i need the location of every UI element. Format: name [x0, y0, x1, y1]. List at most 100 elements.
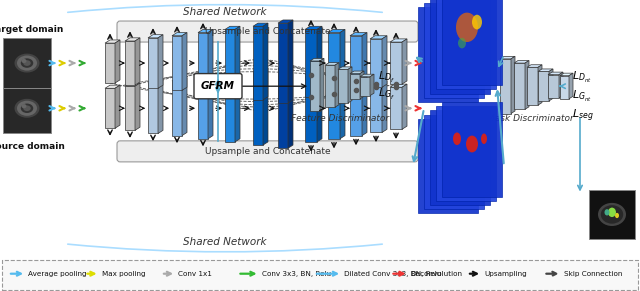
Polygon shape: [310, 61, 320, 111]
Polygon shape: [350, 71, 364, 74]
Polygon shape: [560, 73, 573, 76]
Polygon shape: [278, 20, 293, 23]
Text: $L_{G_f}$: $L_{G_f}$: [378, 87, 395, 102]
Polygon shape: [105, 85, 120, 88]
Text: Source domain: Source domain: [0, 142, 65, 151]
Polygon shape: [382, 36, 387, 87]
Polygon shape: [305, 29, 317, 97]
Polygon shape: [370, 39, 382, 87]
Polygon shape: [317, 26, 322, 97]
Bar: [589, 190, 635, 239]
Polygon shape: [105, 43, 115, 83]
Ellipse shape: [456, 13, 478, 42]
FancyBboxPatch shape: [194, 74, 242, 99]
Polygon shape: [527, 65, 542, 67]
Polygon shape: [125, 38, 140, 41]
Ellipse shape: [17, 56, 37, 71]
Text: Upsample and Concatenate: Upsample and Concatenate: [205, 147, 330, 156]
Polygon shape: [148, 83, 158, 134]
Polygon shape: [198, 29, 213, 33]
Polygon shape: [390, 84, 407, 87]
Text: $L_{D_f}$: $L_{D_f}$: [378, 70, 395, 85]
Ellipse shape: [466, 136, 478, 152]
Polygon shape: [500, 56, 515, 59]
Polygon shape: [370, 84, 382, 132]
Polygon shape: [338, 67, 352, 69]
Polygon shape: [182, 33, 187, 91]
Polygon shape: [225, 72, 240, 74]
Text: Upsample and Concatenate: Upsample and Concatenate: [205, 27, 330, 36]
Polygon shape: [538, 69, 553, 72]
Polygon shape: [305, 72, 322, 74]
Polygon shape: [172, 81, 182, 136]
Ellipse shape: [15, 54, 40, 72]
Bar: [424, 3, 484, 98]
Polygon shape: [310, 58, 324, 61]
Polygon shape: [278, 23, 288, 103]
Polygon shape: [348, 67, 352, 103]
Ellipse shape: [22, 59, 26, 63]
Polygon shape: [225, 26, 240, 29]
Text: $L_{G_{nt}}$: $L_{G_{nt}}$: [572, 89, 592, 104]
Polygon shape: [263, 68, 268, 145]
Polygon shape: [125, 83, 140, 86]
Polygon shape: [263, 23, 268, 100]
Polygon shape: [525, 61, 529, 109]
Text: Feature Discriminator: Feature Discriminator: [291, 114, 389, 123]
FancyBboxPatch shape: [117, 141, 418, 162]
Text: Max pooling: Max pooling: [102, 271, 145, 277]
Polygon shape: [325, 63, 339, 65]
Polygon shape: [172, 36, 182, 91]
Ellipse shape: [598, 203, 626, 226]
Polygon shape: [402, 84, 407, 129]
Text: Shared Network: Shared Network: [183, 7, 267, 17]
Bar: [3, 38, 51, 88]
Bar: [436, 0, 496, 89]
Polygon shape: [360, 74, 374, 77]
Polygon shape: [527, 67, 538, 105]
Polygon shape: [360, 77, 370, 96]
Polygon shape: [390, 39, 407, 42]
Ellipse shape: [20, 58, 33, 68]
Polygon shape: [340, 74, 345, 139]
Ellipse shape: [481, 134, 487, 144]
Polygon shape: [350, 74, 360, 99]
Polygon shape: [158, 35, 163, 88]
Ellipse shape: [601, 205, 623, 224]
Polygon shape: [548, 72, 563, 74]
Bar: [418, 119, 478, 213]
Text: Deconvolution: Deconvolution: [410, 271, 463, 277]
Polygon shape: [360, 71, 364, 99]
Polygon shape: [135, 38, 140, 85]
Text: Conv 1x1: Conv 1x1: [178, 271, 212, 277]
Polygon shape: [253, 26, 263, 100]
Ellipse shape: [458, 38, 466, 48]
Text: Conv 3x3, BN, Relu: Conv 3x3, BN, Relu: [262, 271, 331, 277]
Polygon shape: [569, 73, 573, 99]
Bar: [442, 102, 502, 196]
Polygon shape: [208, 29, 213, 93]
Polygon shape: [148, 35, 163, 38]
Ellipse shape: [23, 105, 31, 111]
Polygon shape: [328, 74, 345, 78]
Polygon shape: [115, 40, 120, 83]
Polygon shape: [362, 33, 367, 91]
Polygon shape: [253, 72, 263, 145]
Polygon shape: [538, 72, 549, 101]
Polygon shape: [320, 58, 324, 111]
Text: GFRM: GFRM: [201, 81, 235, 91]
Polygon shape: [278, 65, 293, 68]
Polygon shape: [370, 81, 387, 84]
Text: Dilated Conv 3x3, BN, Relu: Dilated Conv 3x3, BN, Relu: [344, 271, 442, 277]
Text: Shared Network: Shared Network: [183, 237, 267, 247]
Polygon shape: [500, 59, 511, 113]
Ellipse shape: [472, 15, 482, 29]
Polygon shape: [402, 39, 407, 84]
Text: Skip Connection: Skip Connection: [563, 271, 622, 277]
Polygon shape: [370, 36, 387, 39]
Text: Target domain: Target domain: [0, 25, 64, 34]
Polygon shape: [182, 78, 187, 136]
Polygon shape: [370, 74, 374, 96]
Polygon shape: [362, 78, 367, 136]
Ellipse shape: [22, 104, 26, 108]
